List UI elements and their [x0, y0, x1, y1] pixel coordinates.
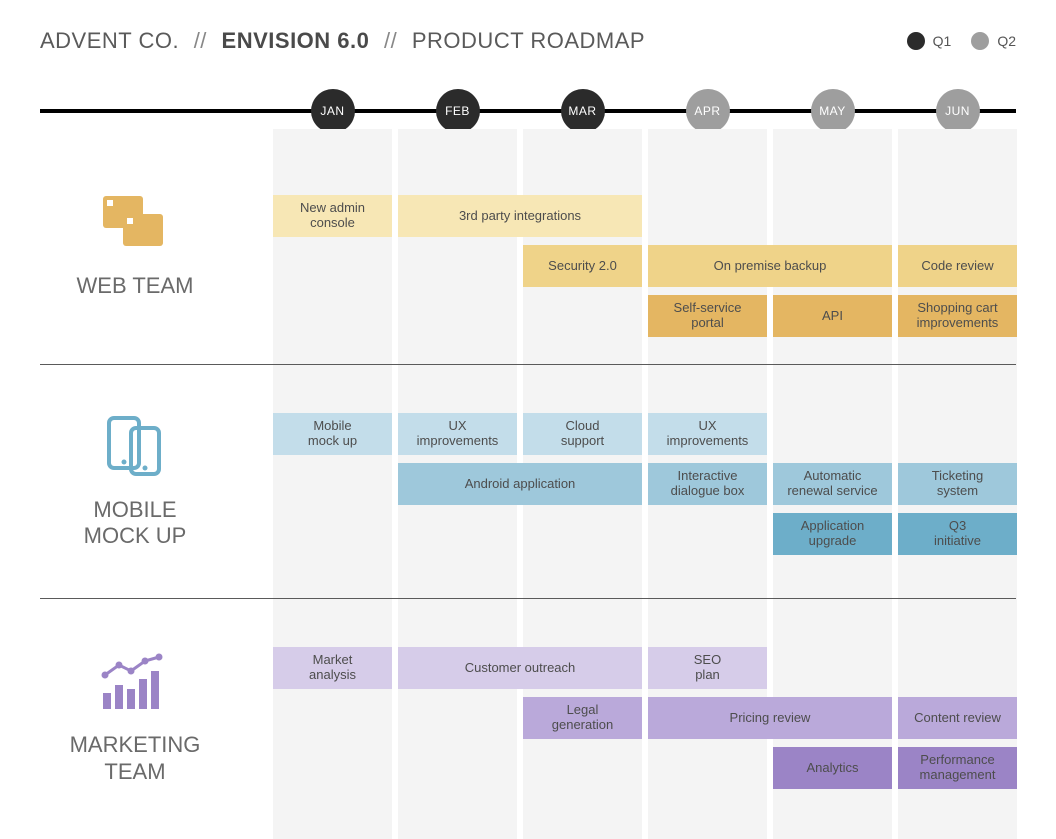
task-bar: Performance management	[898, 747, 1017, 789]
task-bar: Security 2.0	[523, 245, 642, 287]
timeline-rule	[40, 109, 1016, 113]
task-bar: UX improvements	[398, 413, 517, 455]
task-bar: Self-service portal	[648, 295, 767, 337]
task-bar: Analytics	[773, 747, 892, 789]
task-bar: Android application	[398, 463, 642, 505]
legend: Q1 Q2	[907, 32, 1016, 50]
legend-item: Q2	[971, 32, 1016, 50]
task-bar: API	[773, 295, 892, 337]
task-bar: Application upgrade	[773, 513, 892, 555]
task-bar: Code review	[898, 245, 1017, 287]
task-bar: Interactive dialogue box	[648, 463, 767, 505]
task-bar: Shopping cart improvements	[898, 295, 1017, 337]
month-bubble: JAN	[311, 89, 355, 133]
task-bar: New admin console	[273, 195, 392, 237]
legend-label: Q2	[997, 33, 1016, 49]
task-bar: Content review	[898, 697, 1017, 739]
legend-dot-icon	[971, 32, 989, 50]
mobile-icon	[105, 414, 165, 483]
task-bar: 3rd party integrations	[398, 195, 642, 237]
task-bar: Automatic renewal service	[773, 463, 892, 505]
task-bar: Ticketing system	[898, 463, 1017, 505]
month-bubble: MAY	[811, 89, 855, 133]
task-bar: Customer outreach	[398, 647, 642, 689]
task-bar: UX improvements	[648, 413, 767, 455]
lane-title: MARKETING TEAM	[70, 732, 201, 785]
lane-title: WEB TEAM	[77, 273, 194, 299]
separator: //	[376, 28, 405, 53]
task-bar: Legal generation	[523, 697, 642, 739]
lane-title: MOBILE MOCK UP	[84, 497, 187, 550]
marketing-icon	[99, 653, 171, 718]
lane-label: WEB TEAM	[30, 129, 240, 364]
month-bubble: APR	[686, 89, 730, 133]
legend-dot-icon	[907, 32, 925, 50]
swimlane: WEB TEAM New admin console3rd party integ…	[40, 129, 1016, 365]
task-bar: Market analysis	[273, 647, 392, 689]
swimlane: MARKETING TEAM Market analysisCustomer ou…	[40, 599, 1016, 839]
month-bubble: MAR	[561, 89, 605, 133]
product-name: ENVISION 6.0	[222, 28, 370, 53]
month-bubble: FEB	[436, 89, 480, 133]
legend-label: Q1	[933, 33, 952, 49]
roadmap-body: WEB TEAM New admin console3rd party integ…	[40, 129, 1016, 839]
lane-label: MOBILE MOCK UP	[30, 365, 240, 598]
task-bar: Q3 initiative	[898, 513, 1017, 555]
separator: //	[186, 28, 215, 53]
task-bar: Mobile mock up	[273, 413, 392, 455]
month-bubble: JUN	[936, 89, 980, 133]
header: ADVENT CO. // ENVISION 6.0 // PRODUCT RO…	[0, 0, 1056, 64]
lane-label: MARKETING TEAM	[30, 599, 240, 839]
task-bar: Cloud support	[523, 413, 642, 455]
roadmap-subtitle: PRODUCT ROADMAP	[412, 28, 645, 53]
task-bar: On premise backup	[648, 245, 892, 287]
company-name: ADVENT CO.	[40, 28, 179, 53]
task-bar: SEO plan	[648, 647, 767, 689]
title-line: ADVENT CO. // ENVISION 6.0 // PRODUCT RO…	[40, 28, 645, 54]
task-bar: Pricing review	[648, 697, 892, 739]
web-icon	[101, 194, 169, 259]
timeline: JANFEBMARAPRMAYJUN	[40, 89, 1016, 129]
legend-item: Q1	[907, 32, 952, 50]
swimlane: MOBILE MOCK UPMobile mock upUX improveme…	[40, 365, 1016, 599]
